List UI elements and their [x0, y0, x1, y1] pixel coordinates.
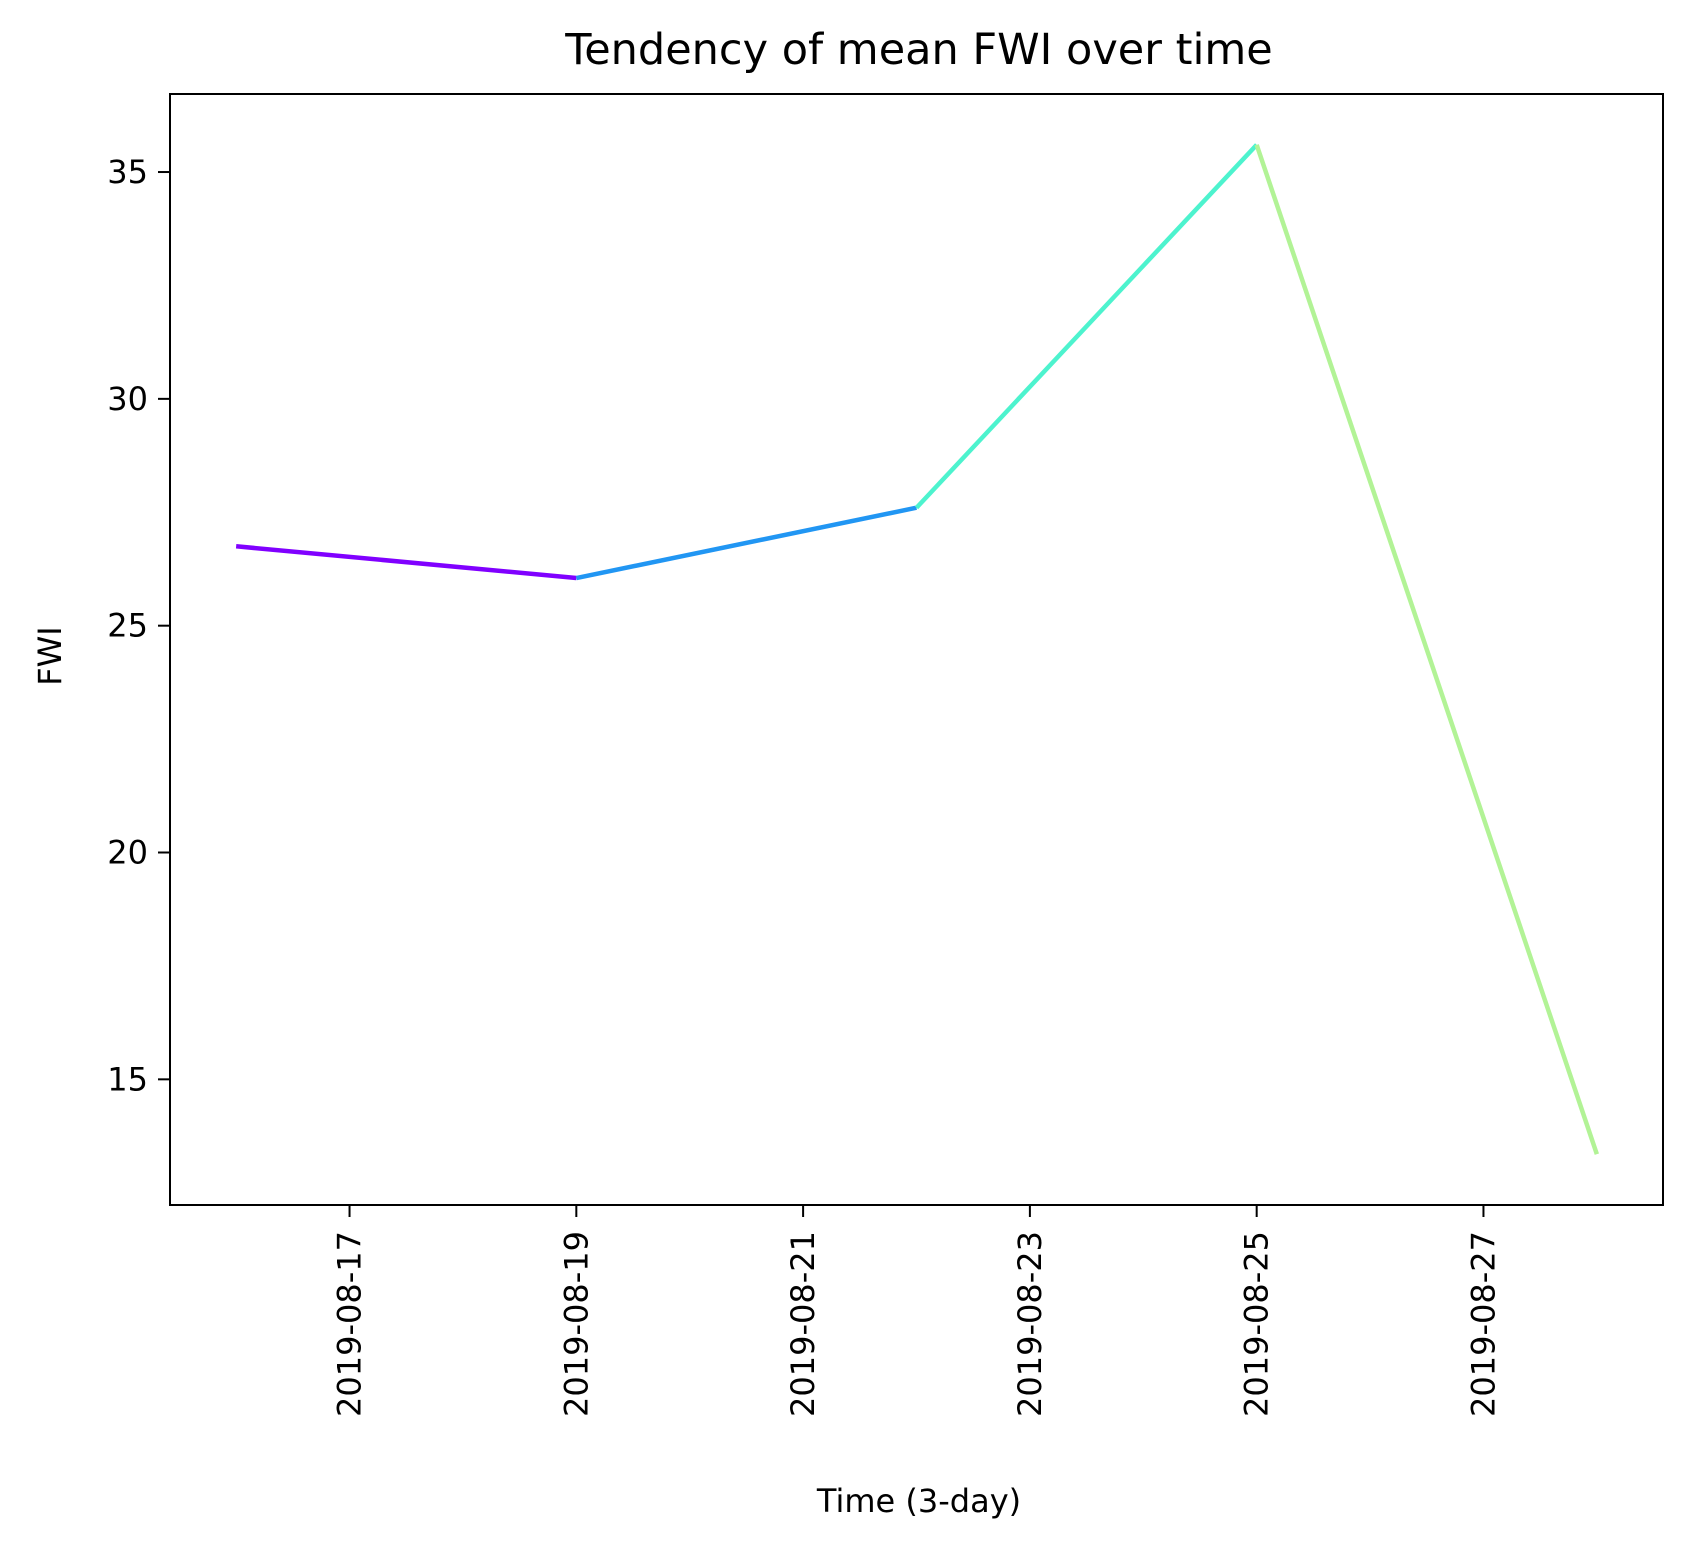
series-segment — [575, 505, 917, 581]
series-layer — [235, 143, 1599, 1155]
y-axis-ticks: 15 20 25 30 35 — [107, 153, 170, 1098]
x-tick-label: 2019-08-21 — [784, 1231, 822, 1417]
series-segment — [914, 143, 1259, 510]
x-tick-label: 2019-08-25 — [1238, 1231, 1276, 1417]
x-axis-label: Time (3-day) — [816, 1482, 1021, 1520]
plot-frame — [169, 93, 1664, 1206]
chart-title: Tendency of mean FWI over time — [564, 25, 1272, 75]
plot-area — [169, 93, 1664, 1206]
x-tick-label: 2019-08-19 — [557, 1231, 595, 1417]
series-segment — [235, 544, 577, 581]
x-tick-label: 2019-08-27 — [1464, 1231, 1502, 1417]
y-tick-label: 35 — [107, 153, 148, 191]
series-segment — [1254, 144, 1599, 1155]
y-tick-label: 30 — [107, 380, 148, 418]
y-tick-label: 15 — [107, 1060, 148, 1098]
x-tick-label: 2019-08-17 — [331, 1231, 369, 1417]
y-axis-label: FWI — [31, 626, 69, 685]
y-tick-label: 25 — [107, 607, 148, 645]
y-tick-label: 20 — [107, 834, 148, 872]
x-tick-label: 2019-08-23 — [1011, 1231, 1049, 1417]
x-axis-ticks: 2019-08-17 2019-08-19 2019-08-21 2019-08-23… — [331, 1205, 1502, 1417]
